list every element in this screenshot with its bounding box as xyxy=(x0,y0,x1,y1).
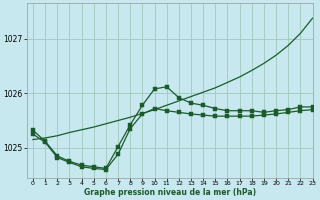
X-axis label: Graphe pression niveau de la mer (hPa): Graphe pression niveau de la mer (hPa) xyxy=(84,188,256,197)
